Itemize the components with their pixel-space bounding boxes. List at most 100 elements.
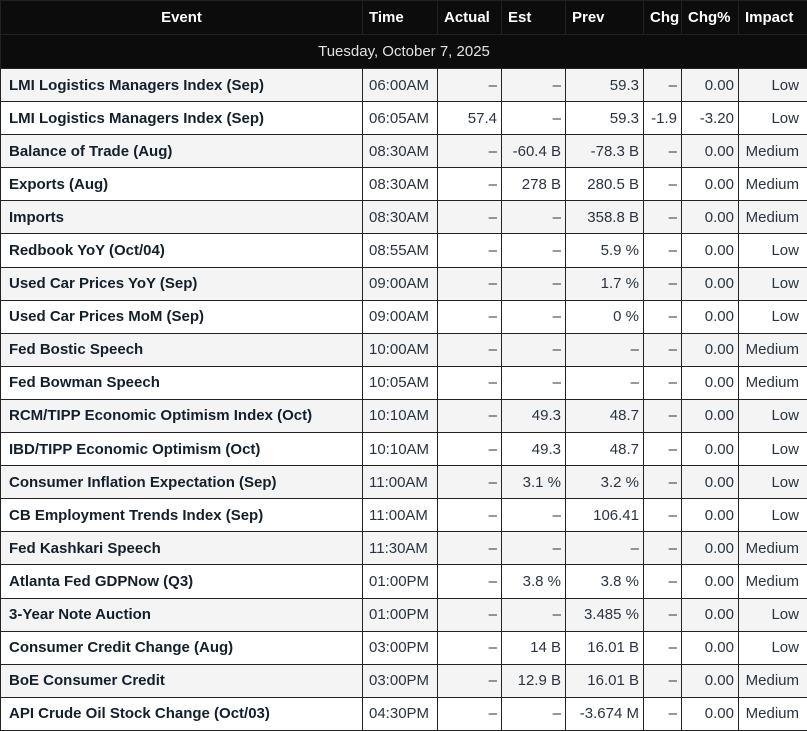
impact-label: Low xyxy=(738,101,807,136)
impact-label: Low xyxy=(738,498,807,533)
event-time: 08:30AM xyxy=(362,134,438,169)
prev-value: 16.01 B xyxy=(565,630,644,665)
prev-value: 106.41 xyxy=(565,498,644,533)
event-row: Consumer Inflation Expectation (Sep) 11:… xyxy=(0,465,807,500)
actual-value: – xyxy=(437,663,502,698)
actual-value: – xyxy=(437,67,502,103)
est-value: – xyxy=(501,332,566,367)
chgpct-value: 0.00 xyxy=(681,332,739,367)
chg-value: – xyxy=(643,365,682,400)
chgpct-value: 0.00 xyxy=(681,233,739,268)
actual-value: – xyxy=(437,597,502,632)
actual-value: – xyxy=(437,498,502,533)
event-time: 08:30AM xyxy=(362,167,438,202)
event-name: BoE Consumer Credit xyxy=(0,663,363,698)
event-name: LMI Logistics Managers Index (Sep) xyxy=(0,67,363,103)
actual-value: – xyxy=(437,696,502,731)
event-time: 10:10AM xyxy=(362,398,438,434)
event-name: Fed Bowman Speech xyxy=(0,365,363,400)
chgpct-value: -3.20 xyxy=(681,101,739,136)
est-value: 12.9 B xyxy=(501,663,566,698)
est-value: – xyxy=(501,597,566,632)
actual-value: – xyxy=(437,266,502,301)
event-time: 11:00AM xyxy=(362,498,438,533)
impact-label: Low xyxy=(738,266,807,301)
chg-value: -1.9 xyxy=(643,101,682,136)
event-time: 01:00PM xyxy=(362,597,438,632)
chgpct-value: 0.00 xyxy=(681,630,739,665)
chgpct-value: 0.00 xyxy=(681,432,739,467)
column-header-chg: Chg xyxy=(643,0,682,35)
prev-value: 16.01 B xyxy=(565,663,644,698)
actual-value: – xyxy=(437,233,502,268)
chg-value: – xyxy=(643,233,682,268)
est-value: – xyxy=(501,531,566,566)
prev-value: 280.5 B xyxy=(565,167,644,202)
actual-value: – xyxy=(437,299,502,334)
est-value: – xyxy=(501,233,566,268)
event-time: 04:30PM xyxy=(362,696,438,731)
est-value: – xyxy=(501,266,566,301)
actual-value: – xyxy=(437,398,502,434)
prev-value: – xyxy=(565,531,644,566)
event-name: Redbook YoY (Oct/04) xyxy=(0,233,363,268)
impact-label: Low xyxy=(738,299,807,334)
chgpct-value: 0.00 xyxy=(681,663,739,698)
event-time: 09:00AM xyxy=(362,299,438,334)
chg-value: – xyxy=(643,663,682,698)
prev-value: 0 % xyxy=(565,299,644,334)
column-header-chgpct: Chg% xyxy=(681,0,739,35)
event-row: Fed Bostic Speech 10:00AM – – – – 0.00 M… xyxy=(0,332,807,367)
chgpct-value: 0.00 xyxy=(681,167,739,202)
impact-label: Medium xyxy=(738,134,807,169)
chg-value: – xyxy=(643,630,682,665)
column-header-actual: Actual xyxy=(437,0,502,35)
impact-label: Low xyxy=(738,432,807,467)
chg-value: – xyxy=(643,67,682,103)
chgpct-value: 0.00 xyxy=(681,365,739,400)
impact-label: Medium xyxy=(738,696,807,731)
event-name: Imports xyxy=(0,200,363,235)
event-row: API Crude Oil Stock Change (Oct/03) 04:3… xyxy=(0,696,807,731)
actual-value: – xyxy=(437,365,502,400)
event-name: Used Car Prices YoY (Sep) xyxy=(0,266,363,301)
event-row: Fed Bowman Speech 10:05AM – – – – 0.00 M… xyxy=(0,365,807,400)
chg-value: – xyxy=(643,200,682,235)
event-row: Redbook YoY (Oct/04) 08:55AM – – 5.9 % –… xyxy=(0,233,807,268)
impact-label: Medium xyxy=(738,167,807,202)
impact-label: Low xyxy=(738,630,807,665)
event-time: 03:00PM xyxy=(362,630,438,665)
column-header-row: Event Time Actual Est Prev Chg Chg% Impa… xyxy=(0,0,807,35)
event-row: CB Employment Trends Index (Sep) 11:00AM… xyxy=(0,498,807,533)
event-name: Fed Bostic Speech xyxy=(0,332,363,367)
date-banner: Tuesday, October 7, 2025 xyxy=(0,34,807,69)
est-value: – xyxy=(501,696,566,731)
actual-value: – xyxy=(437,630,502,665)
event-time: 11:30AM xyxy=(362,531,438,566)
event-time: 06:05AM xyxy=(362,101,438,136)
prev-value: – xyxy=(565,332,644,367)
chgpct-value: 0.00 xyxy=(681,67,739,103)
event-row: IBD/TIPP Economic Optimism (Oct) 10:10AM… xyxy=(0,432,807,467)
chg-value: – xyxy=(643,696,682,731)
event-name: Consumer Credit Change (Aug) xyxy=(0,630,363,665)
chg-value: – xyxy=(643,134,682,169)
chg-value: – xyxy=(643,432,682,467)
actual-value: – xyxy=(437,200,502,235)
event-time: 03:00PM xyxy=(362,663,438,698)
chg-value: – xyxy=(643,266,682,301)
event-row: RCM/TIPP Economic Optimism Index (Oct) 1… xyxy=(0,398,807,434)
actual-value: 57.4 xyxy=(437,101,502,136)
impact-label: Low xyxy=(738,597,807,632)
chgpct-value: 0.00 xyxy=(681,299,739,334)
prev-value: 5.9 % xyxy=(565,233,644,268)
chgpct-value: 0.00 xyxy=(681,498,739,533)
actual-value: – xyxy=(437,167,502,202)
event-row: LMI Logistics Managers Index (Sep) 06:05… xyxy=(0,101,807,136)
impact-label: Low xyxy=(738,398,807,434)
chgpct-value: 0.00 xyxy=(681,398,739,434)
est-value: – xyxy=(501,200,566,235)
chgpct-value: 0.00 xyxy=(681,564,739,599)
est-value: -60.4 B xyxy=(501,134,566,169)
event-time: 06:00AM xyxy=(362,67,438,103)
